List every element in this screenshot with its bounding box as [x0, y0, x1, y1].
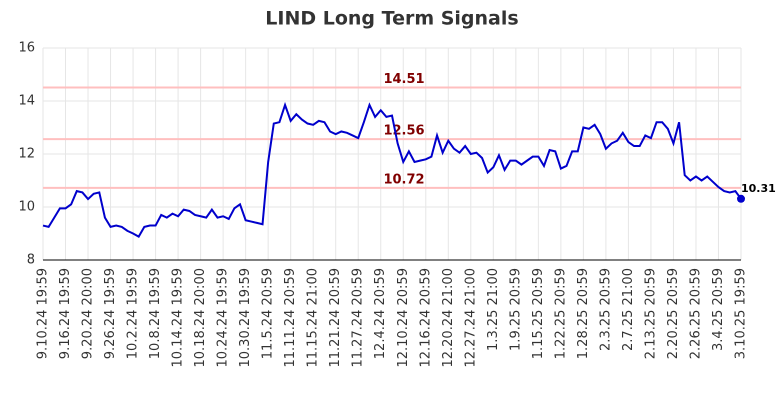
x-tick-label: 12.4.24 20:59 [373, 268, 388, 359]
x-tick-label: 11.5.24 20:59 [261, 268, 276, 359]
x-tick-label: 2.13.25 20:59 [643, 268, 658, 359]
x-tick-label: 10.30.24 19:59 [238, 268, 253, 368]
signal-label: 10.72 [383, 172, 424, 187]
x-tick-label: 1.9.25 20:59 [508, 268, 523, 351]
chart-title: LIND Long Term Signals [265, 8, 518, 30]
x-tick-label: 1.15.25 20:59 [531, 268, 546, 359]
x-tick-label: 10.14.24 19:59 [171, 268, 186, 368]
x-tick-label: 12.16.24 20:59 [418, 268, 433, 368]
x-tick-label: 2.3.25 20:59 [598, 268, 613, 351]
x-tick-label: 1.3.25 21:00 [486, 268, 501, 351]
x-tick-label: 10.24.24 19:59 [216, 268, 231, 368]
x-tick-label: 12.10.24 20:59 [396, 268, 411, 368]
y-tick-label: 10 [18, 200, 35, 215]
x-tick-label: 10.8.24 19:59 [148, 268, 163, 359]
x-tick-label: 12.20.24 21:00 [441, 268, 456, 368]
x-tick-label: 1.28.25 20:59 [576, 268, 591, 359]
y-tick-label: 14 [18, 94, 35, 109]
y-tick-label: 8 [27, 253, 35, 268]
x-tick-label: 9.10.24 19:59 [36, 268, 51, 359]
x-tick-label: 11.15.24 21:00 [306, 268, 321, 368]
x-tick-label: 2.20.25 20:59 [666, 268, 681, 359]
x-tick-label: 3.4.25 20:59 [711, 268, 726, 351]
x-tick-label: 2.7.25 21:00 [621, 268, 636, 351]
x-tick-label: 1.22.25 20:59 [553, 268, 568, 359]
x-tick-label: 10.18.24 20:00 [193, 268, 208, 368]
x-tick-label: 3.10.25 19:59 [734, 268, 749, 359]
x-tick-label: 9.16.24 19:59 [58, 268, 73, 359]
y-tick-label: 16 [18, 41, 35, 56]
signal-label: 14.51 [383, 72, 424, 87]
price-line [42, 101, 742, 239]
x-tick-label: 9.20.24 20:00 [81, 268, 96, 359]
x-tick-label: 11.27.24 20:59 [351, 268, 366, 368]
signal-label: 12.56 [383, 124, 424, 139]
x-tick-label: 11.21.24 20:59 [328, 268, 343, 368]
x-tick-label: 10.2.24 19:59 [126, 268, 141, 359]
x-tick-label: 12.27.24 21:00 [463, 268, 478, 368]
last-value-label: 10.31 [741, 182, 776, 195]
x-tick-label: 9.26.24 19:59 [103, 268, 118, 359]
y-tick-label: 12 [18, 147, 35, 162]
last-point [737, 194, 745, 203]
x-tick-label: 2.26.25 20:59 [688, 268, 703, 359]
x-tick-label: 11.11.24 20:59 [283, 268, 298, 368]
